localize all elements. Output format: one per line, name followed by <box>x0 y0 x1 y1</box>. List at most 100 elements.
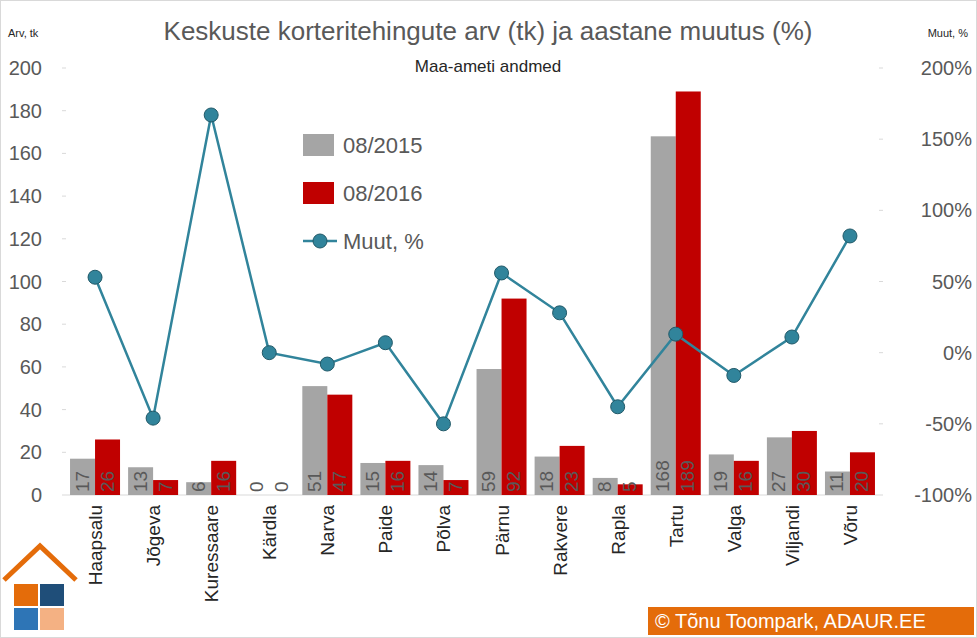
y2-axis-label: Muut, % <box>928 27 969 39</box>
data-label: 189 <box>677 460 698 492</box>
bar <box>95 439 120 495</box>
y2-tick <box>879 352 883 353</box>
bar <box>186 482 211 495</box>
data-label: 23 <box>561 471 582 492</box>
marker <box>843 229 857 243</box>
y-tick-label: 140 <box>9 185 42 207</box>
logo-piece <box>40 608 64 630</box>
bar <box>360 463 385 495</box>
title: Keskuste korteritehingute arv (tk) ja aa… <box>164 16 813 46</box>
annotation: © Tõnu Toompark, ADAUR.EE <box>655 610 926 632</box>
bar <box>211 461 236 495</box>
x-tick-label: Tartu <box>666 505 687 547</box>
marker <box>727 368 741 382</box>
logo-piece <box>14 608 38 630</box>
x-tick-label: Kuressaare <box>201 505 222 602</box>
bar <box>676 91 701 495</box>
x-tick-label: Viljandi <box>782 505 803 566</box>
y2-tick-label: -100% <box>914 484 972 506</box>
marker <box>262 346 276 360</box>
data-label: 168 <box>652 460 673 492</box>
x-tick-label: Jõgeva <box>143 505 164 567</box>
y-tick-label: 80 <box>20 313 42 335</box>
marker <box>204 108 218 122</box>
data-label: 7 <box>155 481 176 492</box>
bar <box>593 478 618 495</box>
bar <box>535 457 560 495</box>
y-tick-label: 160 <box>9 142 42 164</box>
y2-tick-label: 200% <box>921 57 972 79</box>
x-tick-label: Põlva <box>433 505 454 553</box>
bar <box>302 386 327 495</box>
data-label: 0 <box>271 481 292 492</box>
y-tick <box>62 452 66 453</box>
y2-tick-label: 50% <box>932 271 972 293</box>
data-label: 17 <box>72 471 93 492</box>
bar <box>385 461 410 495</box>
marker <box>611 400 625 414</box>
bar <box>560 446 585 495</box>
bar <box>418 465 443 495</box>
legend-label: 08/2015 <box>343 133 423 158</box>
marker <box>785 330 799 344</box>
y-tick-label: 20 <box>20 441 42 463</box>
data-label: 51 <box>304 471 325 492</box>
logo-piece <box>40 584 64 606</box>
bar <box>153 480 178 495</box>
y-tick-label: 120 <box>9 228 42 250</box>
line <box>95 115 850 424</box>
marker <box>553 306 567 320</box>
y2-tick <box>879 423 883 424</box>
y-tick <box>62 495 66 496</box>
marker <box>146 411 160 425</box>
legend-label: Muut, % <box>343 229 424 254</box>
y-tick <box>62 110 66 111</box>
logo-piece <box>14 584 38 606</box>
legend-swatch <box>303 134 334 156</box>
data-label: 16 <box>213 471 234 492</box>
bar <box>767 437 792 495</box>
y-axis-label: Arv, tk <box>8 27 39 39</box>
legend-marker <box>313 234 327 248</box>
x-tick-label: Narva <box>317 505 338 556</box>
y-tick <box>62 366 66 367</box>
y-tick-label: 200 <box>9 57 42 79</box>
bar <box>327 395 352 495</box>
y-tick-label: 180 <box>9 100 42 122</box>
logo <box>4 546 76 630</box>
y-tick <box>62 409 66 410</box>
legend-label: 08/2016 <box>343 181 423 206</box>
data-label: 14 <box>420 470 441 492</box>
marker <box>320 357 334 371</box>
logo-roof <box>4 546 76 580</box>
y-tick-label: 60 <box>20 356 42 378</box>
bar <box>70 459 95 495</box>
x-tick-label: Kärdla <box>259 505 280 560</box>
legend-swatch <box>303 182 334 204</box>
y-tick <box>62 196 66 197</box>
y-tick <box>62 324 66 325</box>
data-label: 92 <box>503 471 524 492</box>
data-label: 47 <box>329 471 350 492</box>
y2-tick-label: 150% <box>921 128 972 150</box>
data-label: 15 <box>362 471 383 492</box>
y-tick <box>62 281 66 282</box>
bar <box>709 454 734 495</box>
y-tick-label: 100 <box>9 271 42 293</box>
data-label: 30 <box>793 471 814 492</box>
marker <box>495 266 509 280</box>
data-label: 20 <box>851 471 872 492</box>
bar <box>269 495 294 496</box>
x-tick-label: Pärnu <box>492 505 513 556</box>
bar <box>443 480 468 495</box>
bar <box>850 452 875 495</box>
legend: 08/2015 08/2016 Muut, % <box>303 133 424 254</box>
data-labels: 1713605115145918816819271126716047167922… <box>72 460 873 492</box>
data-label: 11 <box>826 472 847 492</box>
marker <box>436 417 450 431</box>
bar <box>651 136 676 495</box>
y2-tick <box>879 68 883 69</box>
data-label: 5 <box>619 481 640 492</box>
data-label: 16 <box>387 471 408 492</box>
data-label: 27 <box>768 471 789 492</box>
